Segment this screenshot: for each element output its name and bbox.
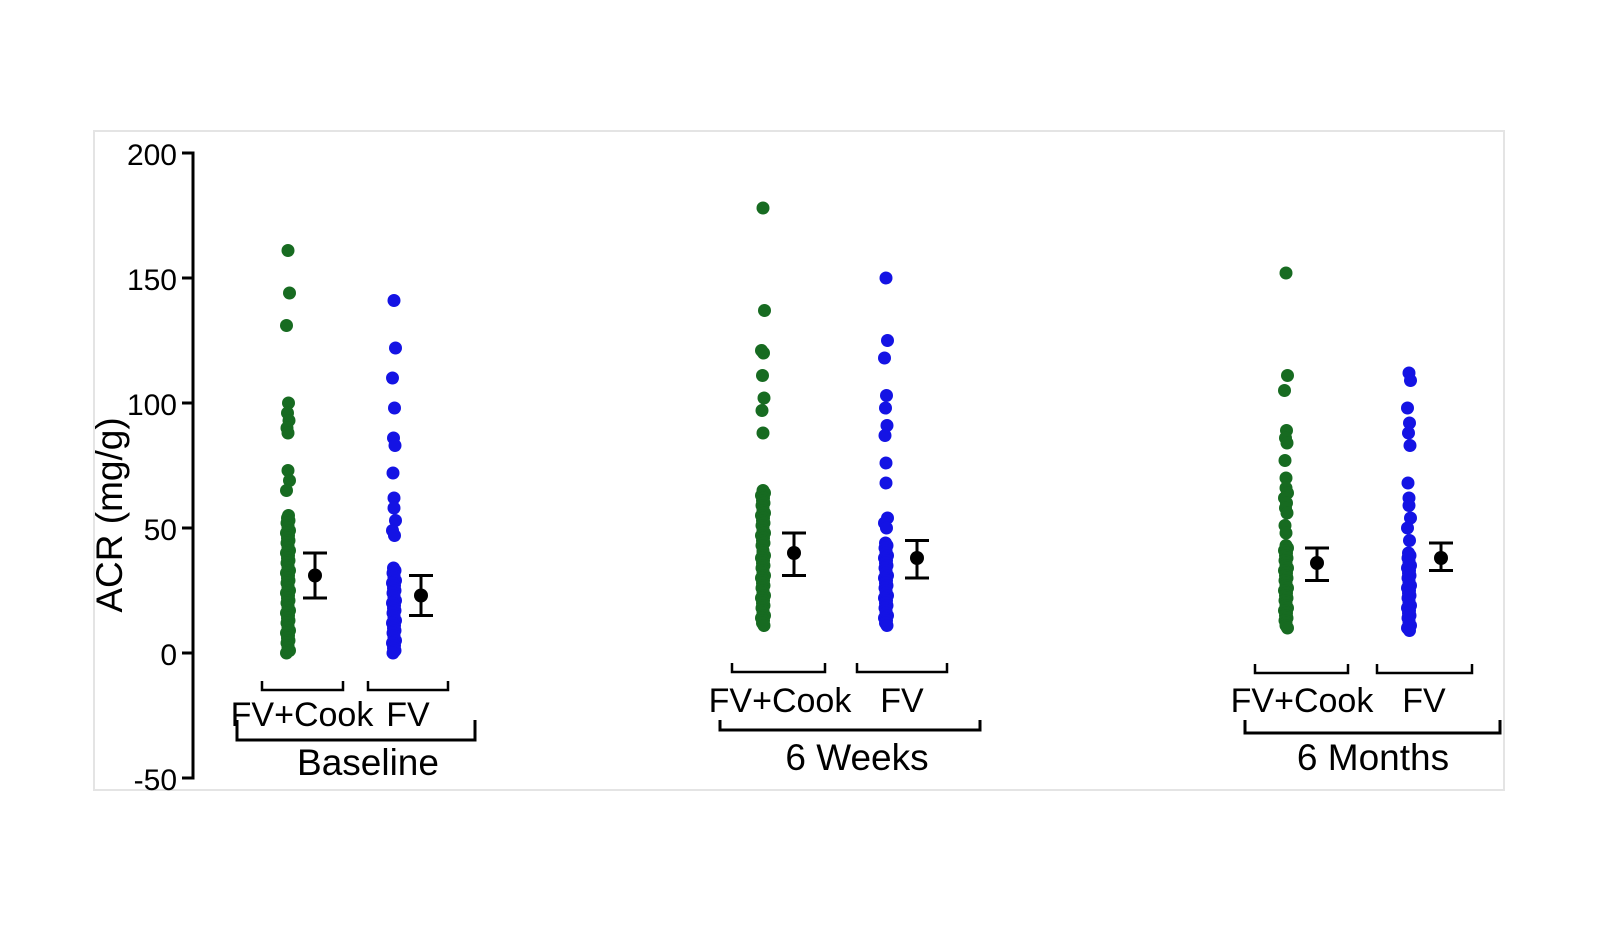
y-tick-label--50: -50 [134, 764, 177, 797]
series-label-fvcook: FV+Cook [709, 682, 853, 720]
data-point-6-weeks-fvcook [756, 201, 770, 215]
data-point-6-weeks-fv [878, 429, 892, 442]
data-point-6-months-fv [1401, 401, 1414, 415]
data-point-baseline-fv [389, 341, 402, 355]
y-tick-label-150: 150 [127, 264, 177, 297]
mean-dot [414, 588, 428, 603]
data-point-6-weeks-fv [879, 401, 892, 415]
series-bracket [730, 663, 827, 674]
data-point-baseline-fv [389, 514, 402, 527]
data-point-6-months-fv [1404, 511, 1417, 525]
data-point-6-months-fvcook [1280, 506, 1294, 520]
series-bracket [260, 681, 345, 692]
data-point-baseline-fv [386, 466, 400, 480]
data-point-baseline-fvcook [281, 426, 295, 440]
mean-dot [1434, 551, 1448, 565]
group-bracket [718, 720, 982, 732]
data-point-6-weeks-fvcook [757, 346, 770, 360]
data-point-6-months-fv [1404, 374, 1417, 387]
data-point-6-weeks-fv [880, 389, 893, 402]
series-bracket [366, 681, 450, 692]
data-point-baseline-fv [386, 646, 400, 660]
mean-dot [787, 546, 801, 560]
data-point-baseline-fvcook [282, 396, 295, 410]
data-point-6-weeks-fv [881, 334, 894, 347]
data-point-6-weeks-fvcook [757, 619, 771, 632]
data-point-baseline-fv [386, 371, 399, 385]
group-label-6-weeks: 6 Weeks [785, 737, 928, 778]
data-point-6-months-fv [1401, 521, 1414, 535]
data-point-6-months-fvcook [1279, 526, 1293, 540]
data-point-baseline-fv [387, 294, 401, 307]
data-point-6-weeks-fvcook [758, 304, 771, 317]
series-bracket [855, 663, 949, 674]
data-point-6-weeks-fvcook [755, 404, 769, 417]
data-point-6-weeks-fv [879, 476, 893, 490]
data-point-baseline-fvcook [283, 286, 296, 300]
y-tick-label-50: 50 [144, 514, 177, 547]
group-bracket [1243, 720, 1502, 735]
data-point-6-months-fvcook [1279, 266, 1293, 280]
data-point-baseline-fv [388, 529, 401, 542]
data-point-6-months-fvcook [1278, 454, 1292, 467]
data-point-6-weeks-fv [878, 351, 891, 365]
data-point-6-months-fvcook [1279, 471, 1293, 485]
group-label-baseline: Baseline [297, 742, 439, 783]
data-point-6-weeks-fv [879, 456, 893, 470]
data-point-baseline-fv [387, 491, 401, 505]
data-point-6-months-fv [1403, 624, 1416, 637]
data-point-6-months-fvcook [1278, 384, 1291, 397]
data-point-baseline-fv [388, 401, 401, 415]
data-point-baseline-fvcook [280, 646, 293, 660]
series-bracket [1375, 664, 1474, 675]
data-point-baseline-fvcook [281, 464, 295, 477]
data-point-6-weeks-fvcook [756, 426, 770, 440]
series-label-fvcook: FV+Cook [231, 696, 375, 734]
data-point-6-weeks-fv [880, 521, 893, 535]
data-point-baseline-fvcook [283, 474, 296, 487]
data-point-6-months-fvcook [1281, 369, 1294, 382]
data-point-6-weeks-fvcook [757, 391, 771, 405]
data-point-6-weeks-fvcook [756, 369, 769, 382]
series-label-fv: FV [386, 696, 430, 734]
data-point-6-months-fv [1403, 439, 1417, 452]
plot-panel [93, 130, 1505, 791]
data-point-6-months-fv [1401, 476, 1415, 490]
data-point-6-months-fvcook [1281, 621, 1294, 635]
y-tick-label-200: 200 [127, 139, 177, 172]
mean-dot [308, 568, 322, 583]
group-label-6-months: 6 Months [1297, 737, 1449, 778]
data-point-6-months-fv [1402, 426, 1415, 440]
y-tick-label-0: 0 [160, 639, 177, 672]
y-axis-title: ACR (mg/g) [89, 417, 130, 612]
data-point-6-months-fv [1403, 534, 1416, 547]
data-point-6-weeks-fv [880, 619, 894, 632]
data-point-baseline-fvcook [280, 484, 293, 497]
series-label-fv: FV [1402, 682, 1446, 720]
y-tick-label-100: 100 [127, 389, 177, 422]
series-label-fvcook: FV+Cook [1231, 682, 1375, 720]
group-bracket [235, 720, 477, 742]
data-point-baseline-fvcook [280, 319, 293, 332]
mean-dot [910, 551, 924, 565]
data-point-baseline-fv [387, 501, 401, 515]
series-label-fv: FV [880, 682, 924, 720]
data-point-baseline-fvcook [281, 244, 295, 257]
series-bracket [1253, 664, 1350, 675]
data-point-6-months-fv [1402, 499, 1416, 512]
mean-dot [1310, 556, 1324, 570]
data-point-baseline-fv [388, 439, 402, 452]
data-point-6-months-fv [1403, 416, 1416, 430]
data-point-6-weeks-fv [879, 271, 893, 285]
data-point-6-months-fvcook [1280, 436, 1294, 450]
data-point-6-weeks-fv [880, 419, 894, 432]
